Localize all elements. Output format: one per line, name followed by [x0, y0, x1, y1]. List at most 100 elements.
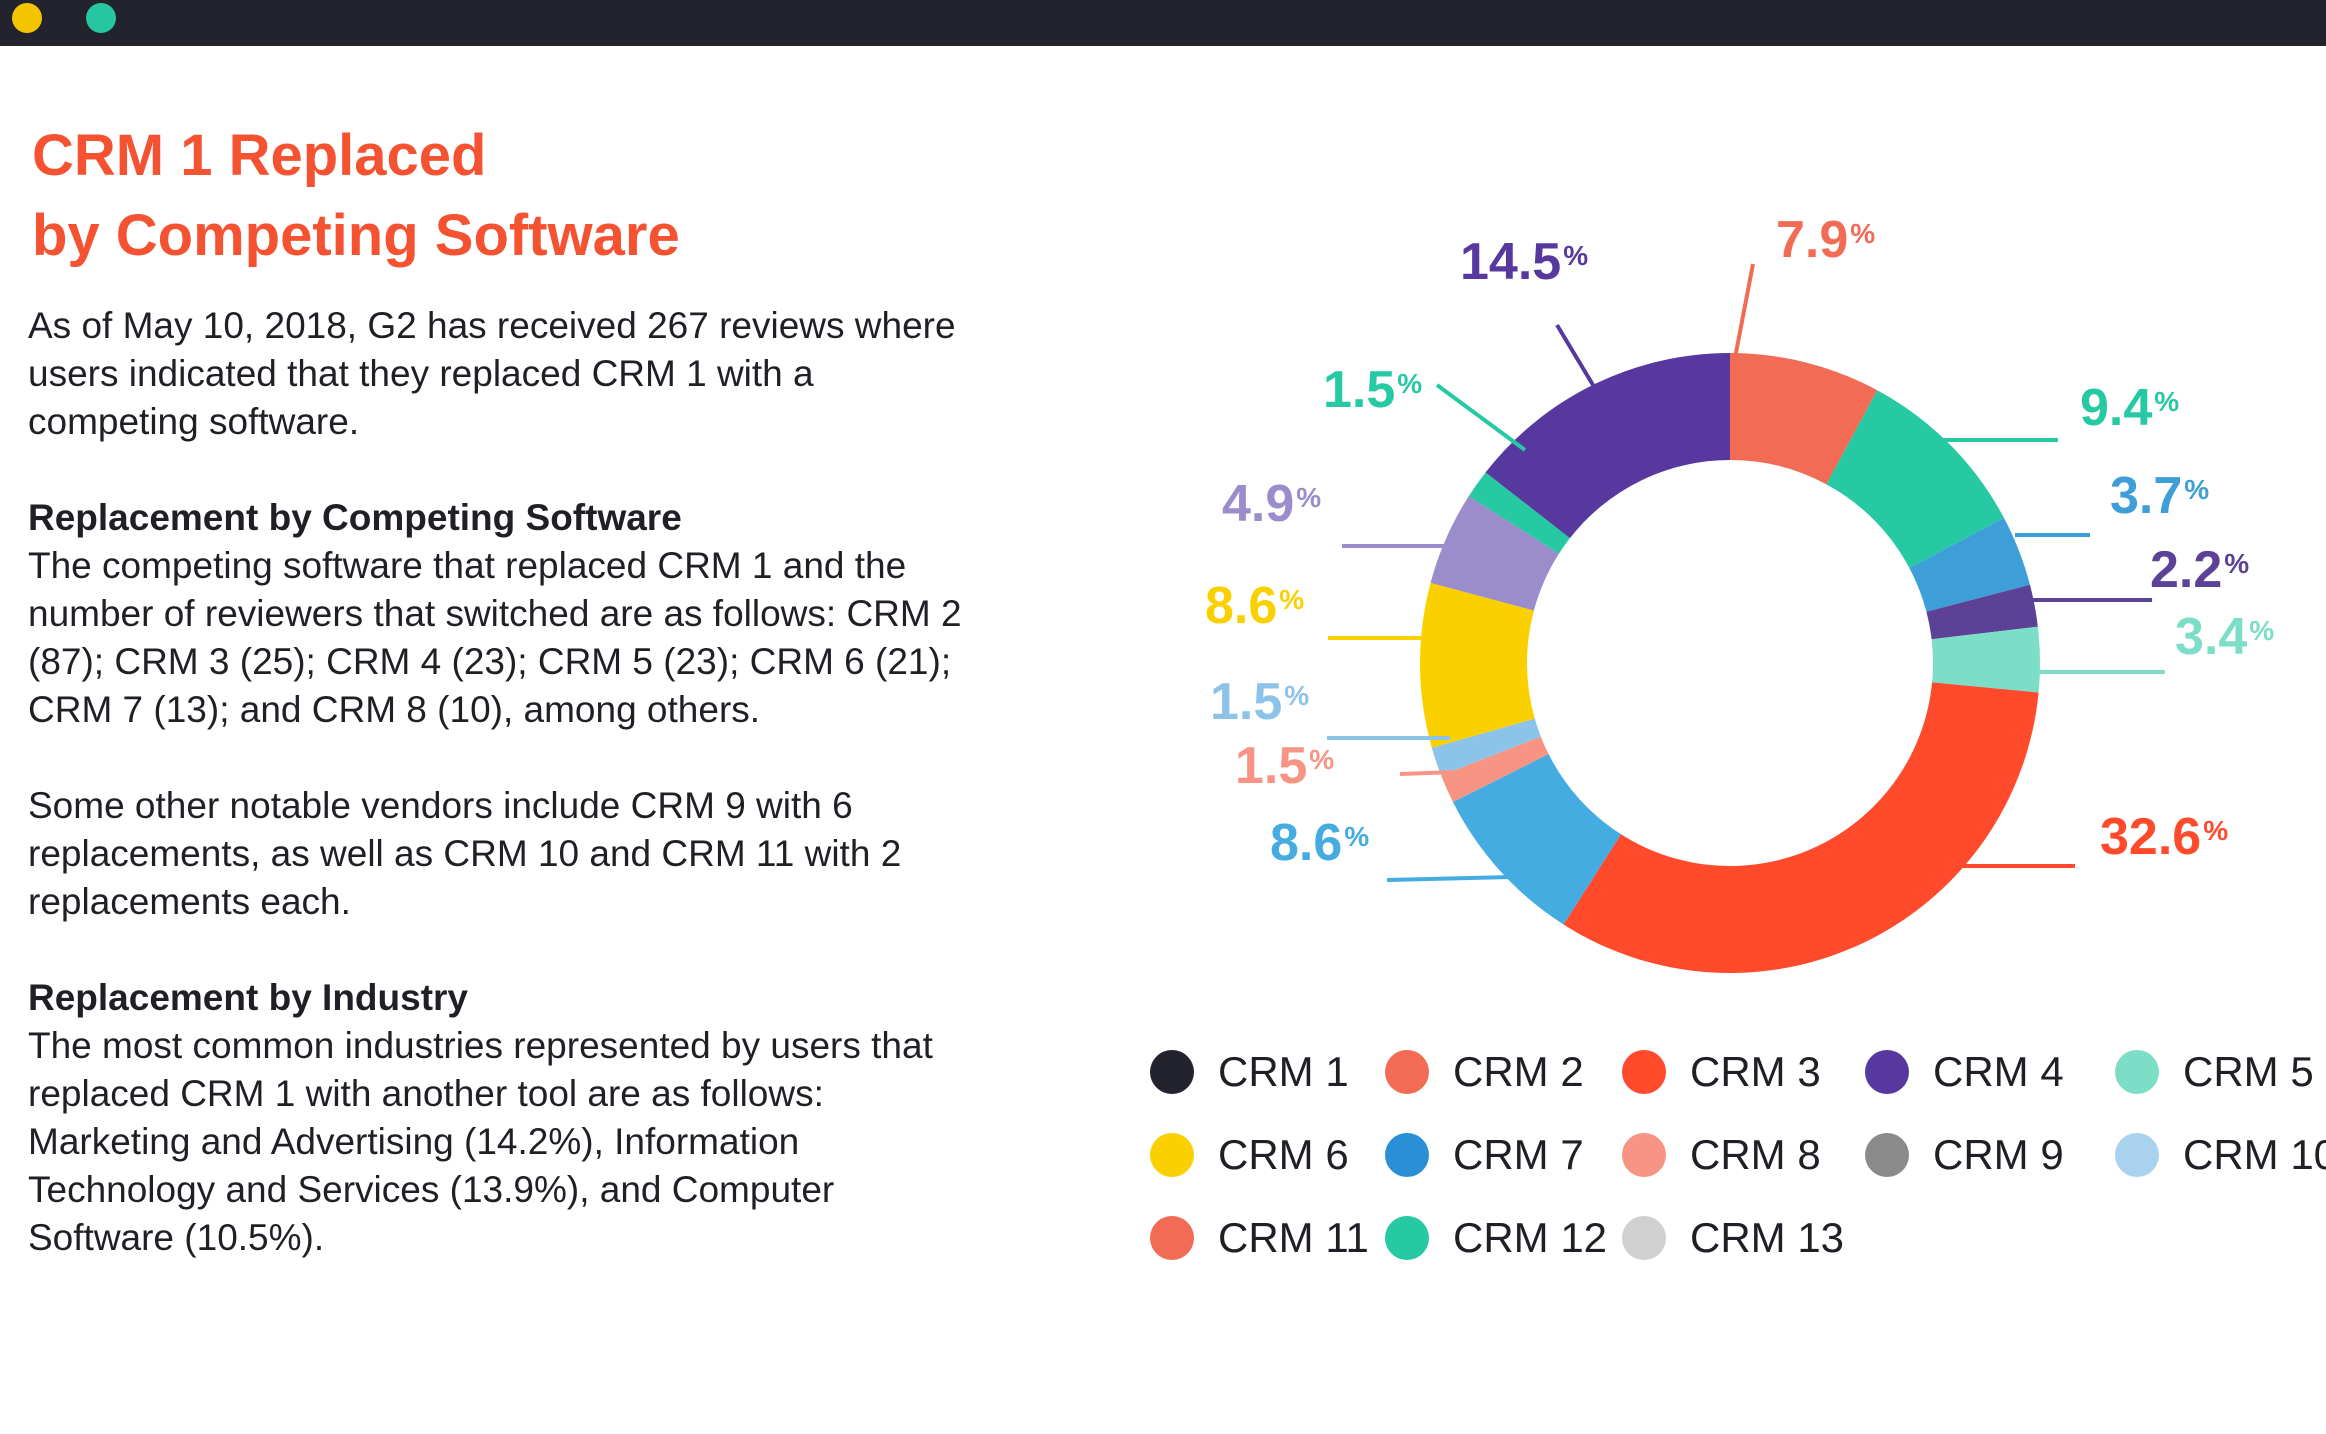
donut-slice-12	[1468, 472, 1570, 554]
donut-slice-10	[1420, 582, 1535, 748]
legend-swatch	[1385, 1050, 1429, 1094]
legend-label: CRM 1	[1218, 1048, 1349, 1095]
slice-percent-label-9: 1.5%	[1210, 672, 1309, 732]
legend-label: CRM 13	[1690, 1214, 1845, 1261]
legend-item: CRM 8	[1622, 1130, 1821, 1180]
slice-percent-value: 3.7	[2110, 467, 2183, 525]
legend-item: CRM 13	[1622, 1213, 1844, 1263]
slice-percent-label-12: 1.5%	[1323, 360, 1422, 420]
window-dot-yellow	[12, 3, 42, 33]
slice-percent-value: 8.6	[1205, 577, 1278, 635]
slice-percent-value: 1.5	[1323, 361, 1396, 419]
percent-symbol: %	[1284, 680, 1310, 711]
legend-label: CRM 12	[1453, 1214, 1608, 1261]
leader-line-7	[1386, 875, 1513, 882]
legend-item: CRM 9	[1865, 1130, 2064, 1180]
legend-item: CRM 10	[2115, 1130, 2326, 1180]
donut-slice-9	[1431, 718, 1541, 776]
section-competing: Replacement by Competing Software The co…	[28, 494, 988, 734]
leader-line-1	[1733, 263, 1755, 359]
section-industry: Replacement by Industry The most common …	[28, 974, 988, 1262]
percent-symbol: %	[1309, 744, 1335, 775]
legend-swatch	[1150, 1133, 1194, 1177]
slice-percent-label-11: 4.9%	[1222, 474, 1321, 534]
donut-slice-1	[1730, 353, 1878, 485]
legend-swatch	[1150, 1050, 1194, 1094]
slice-percent-label-6: 32.6%	[2100, 807, 2228, 867]
legend-swatch	[1622, 1216, 1666, 1260]
legend-label: CRM 11	[1218, 1214, 1369, 1261]
page-title: CRM 1 Replaced by Competing Software	[32, 116, 680, 276]
section-heading-industry: Replacement by Industry	[28, 977, 469, 1018]
legend-item: CRM 12	[1385, 1213, 1607, 1263]
legend-label: CRM 5	[2183, 1048, 2314, 1095]
legend-swatch	[1385, 1133, 1429, 1177]
slice-percent-value: 9.4	[2080, 379, 2153, 437]
leader-line-13	[1555, 323, 1598, 392]
legend-item: CRM 11	[1150, 1213, 1369, 1263]
window-dot-green	[86, 3, 116, 33]
slice-percent-value: 1.5	[1210, 673, 1283, 731]
donut-slice-13	[1485, 353, 1730, 539]
legend-swatch	[2115, 1133, 2159, 1177]
percent-symbol: %	[2184, 474, 2210, 505]
slice-percent-label-1: 7.9%	[1776, 210, 1875, 270]
donut-slice-4	[1926, 584, 2038, 640]
legend-item: CRM 3	[1622, 1047, 1821, 1097]
section-other-vendors: Some other notable vendors include CRM 9…	[28, 782, 988, 926]
percent-symbol: %	[2203, 815, 2229, 846]
legend-swatch	[1150, 1216, 1194, 1260]
slice-percent-label-7: 8.6%	[1270, 813, 1369, 873]
legend-label: CRM 2	[1453, 1048, 1584, 1095]
slice-percent-value: 32.6	[2100, 808, 2202, 866]
slice-percent-value: 3.4	[2175, 608, 2248, 666]
legend-label: CRM 10	[2183, 1131, 2326, 1178]
legend-label: CRM 9	[1933, 1131, 2064, 1178]
legend-item: CRM 6	[1150, 1130, 1349, 1180]
legend-label: CRM 7	[1453, 1131, 1584, 1178]
donut-chart	[1327, 263, 2165, 973]
slice-percent-label-5: 3.4%	[2175, 607, 2274, 667]
section-body-other-vendors: Some other notable vendors include CRM 9…	[28, 785, 902, 922]
legend-item: CRM 7	[1385, 1130, 1584, 1180]
slice-percent-value: 8.6	[1270, 814, 1343, 872]
slice-percent-label-10: 8.6%	[1205, 576, 1304, 636]
legend-swatch	[2115, 1050, 2159, 1094]
legend-item: CRM 5	[2115, 1047, 2314, 1097]
percent-symbol: %	[1850, 218, 1876, 249]
section-heading-competing: Replacement by Competing Software	[28, 497, 682, 538]
legend-swatch	[1385, 1216, 1429, 1260]
slice-percent-value: 1.5	[1235, 737, 1308, 795]
legend-swatch	[1865, 1050, 1909, 1094]
donut-slice-8	[1441, 736, 1549, 803]
percent-symbol: %	[1344, 821, 1370, 852]
legend-label: CRM 8	[1690, 1131, 1821, 1178]
donut-slice-2	[1826, 390, 2004, 568]
slice-percent-value: 2.2	[2150, 541, 2223, 599]
percent-symbol: %	[1296, 482, 1322, 513]
slice-percent-label-8: 1.5%	[1235, 736, 1334, 796]
title-line-2: by Competing Software	[32, 203, 680, 268]
donut-slice-11	[1430, 496, 1559, 611]
title-line-1: CRM 1 Replaced	[32, 123, 487, 188]
legend-label: CRM 6	[1218, 1131, 1349, 1178]
slice-percent-value: 7.9	[1776, 211, 1849, 269]
slice-percent-label-3: 3.7%	[2110, 466, 2209, 526]
donut-slice-3	[1909, 517, 2030, 612]
percent-symbol: %	[1397, 368, 1423, 399]
window-title-bar	[0, 0, 2326, 46]
slice-percent-label-13: 14.5%	[1460, 232, 1588, 292]
slice-percent-value: 4.9	[1222, 475, 1295, 533]
legend-item: CRM 1	[1150, 1047, 1349, 1097]
legend-swatch	[1622, 1133, 1666, 1177]
legend-swatch	[1622, 1050, 1666, 1094]
legend-label: CRM 3	[1690, 1048, 1821, 1095]
intro-paragraph: As of May 10, 2018, G2 has received 267 …	[28, 305, 956, 442]
percent-symbol: %	[2154, 386, 2180, 417]
legend-item: CRM 2	[1385, 1047, 1584, 1097]
donut-slice-6	[1563, 682, 2039, 973]
percent-symbol: %	[2249, 615, 2275, 646]
description-column: As of May 10, 2018, G2 has received 267 …	[28, 302, 988, 1310]
legend-label: CRM 4	[1933, 1048, 2064, 1095]
slice-percent-value: 14.5	[1460, 233, 1562, 291]
